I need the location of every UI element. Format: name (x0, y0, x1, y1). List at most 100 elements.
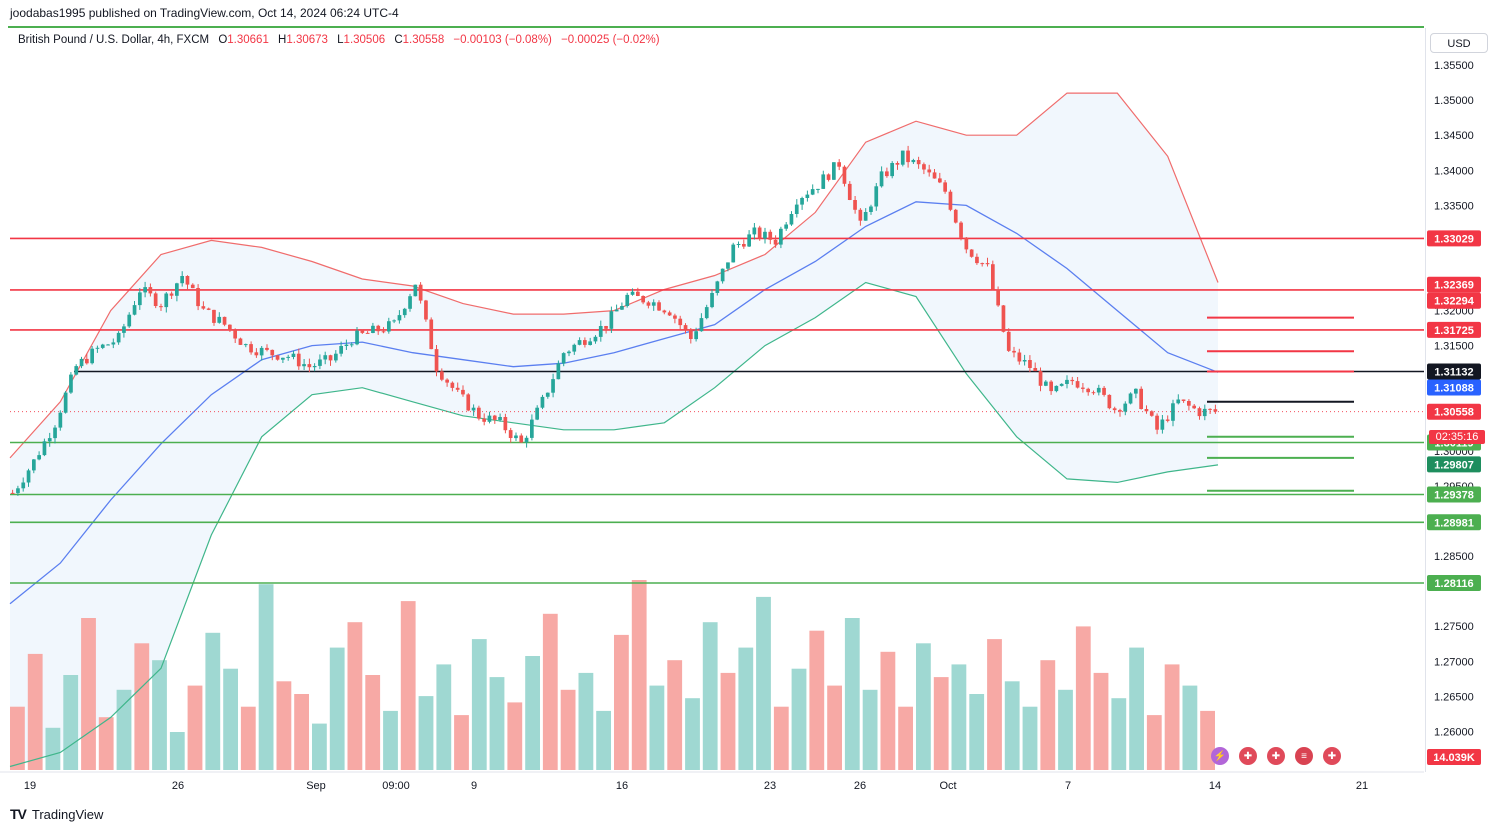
candle-body (683, 325, 688, 330)
candle-body (651, 302, 656, 306)
candle-body (847, 183, 852, 200)
x-tick-label: 23 (764, 780, 776, 792)
candle-body (890, 163, 894, 177)
volume-bar (1111, 698, 1127, 770)
uk-flag-icon[interactable]: ✚ (1323, 747, 1341, 765)
candle-body (381, 331, 386, 333)
candle-body (1155, 415, 1159, 430)
candle-body (646, 302, 651, 306)
candle-body (996, 289, 1000, 306)
x-tick-label: 9 (471, 780, 477, 792)
candle-body (222, 316, 227, 325)
candle-body (530, 419, 534, 438)
candle-body (991, 264, 995, 290)
candle-body (1187, 401, 1191, 406)
candle-body (763, 231, 767, 239)
volume-bar (773, 706, 789, 770)
candle-body (508, 430, 513, 438)
x-tick-label: 19 (24, 780, 36, 792)
volume-bar (152, 660, 167, 770)
candle-body (1012, 350, 1016, 353)
volume-bar (63, 675, 79, 770)
price-label-text: 1.31132 (1434, 367, 1473, 379)
candle-body (842, 166, 847, 184)
candle-body (1049, 381, 1053, 392)
candle-body (710, 293, 714, 308)
candle-body (106, 344, 110, 346)
candle-body (694, 331, 698, 340)
candle-body (938, 178, 942, 183)
candle-body (614, 309, 619, 312)
brand-name: TradingView (31, 806, 104, 822)
open-value: 1.30661 (227, 34, 269, 46)
candle-body (773, 239, 778, 245)
volume-bar (898, 706, 913, 770)
volume-bar (400, 601, 416, 770)
candle-body (1165, 419, 1170, 421)
candle-body (524, 437, 529, 443)
candle-body (111, 342, 116, 345)
candle-body (185, 276, 190, 285)
candle-body (429, 319, 434, 350)
volume-bar (507, 702, 523, 770)
volume-bar (81, 618, 96, 770)
volume-bar (1129, 647, 1144, 770)
close-value: 1.30558 (402, 34, 445, 46)
candle-body (1001, 305, 1006, 332)
candle-body (1208, 408, 1212, 410)
candle-body (503, 417, 508, 431)
candle-body (424, 300, 428, 320)
candle-body (238, 338, 243, 345)
candle-body (906, 150, 910, 163)
us-flag-icon[interactable]: ≡ (1295, 747, 1313, 765)
candle-body (699, 318, 704, 332)
candle-body (492, 415, 497, 420)
price-label-text: 1.30558 (1434, 407, 1474, 419)
candle-body (328, 355, 333, 361)
candle-body (21, 482, 26, 489)
price-label-box (1427, 486, 1481, 503)
currency-button[interactable]: USD (1430, 33, 1488, 53)
candle-body (148, 287, 153, 294)
candle-body (641, 296, 645, 303)
volume-bar (951, 664, 967, 770)
uk-flag-icon[interactable]: ✚ (1239, 747, 1257, 765)
candle-body (1118, 410, 1122, 412)
y-tick-label: 1.33500 (1434, 200, 1474, 212)
candle-body (477, 407, 481, 419)
price-label-text: 1.29378 (1434, 490, 1474, 502)
candle-body (201, 306, 206, 309)
candle-body (747, 234, 751, 247)
volume-bar (987, 639, 1002, 770)
volume-label-text: 14.039K (1433, 752, 1475, 764)
candle-body (980, 263, 985, 265)
candle-body (895, 163, 900, 165)
volume-bar (560, 689, 576, 770)
candle-body (863, 212, 868, 221)
volume-bar (347, 622, 363, 770)
candle-body (302, 364, 306, 367)
price-label-text: 1.28981 (1434, 517, 1474, 529)
candle-body (1091, 392, 1096, 394)
candle-body (196, 288, 200, 307)
volume-bar (1075, 626, 1091, 770)
bar-countdown: 02:35:16 (1429, 430, 1485, 444)
volume-bar (45, 727, 61, 770)
candle-body (1107, 394, 1112, 409)
x-tick-label: 09:00 (382, 780, 410, 792)
uk-flag-icon[interactable]: ✚ (1267, 747, 1285, 765)
candle-body (609, 311, 614, 329)
volume-bar (418, 696, 434, 770)
candle-body (349, 344, 354, 346)
lightning-icon[interactable]: ⚡ (1211, 747, 1229, 765)
x-tick-label: 14 (1209, 780, 1221, 792)
candle-body (169, 293, 174, 296)
tradingview-logo[interactable]: TV TradingView (10, 806, 103, 822)
candle-body (471, 407, 476, 411)
candle-body (604, 326, 608, 329)
candle-body (286, 356, 290, 358)
volume-bar (578, 672, 594, 770)
candle-body (726, 262, 730, 269)
